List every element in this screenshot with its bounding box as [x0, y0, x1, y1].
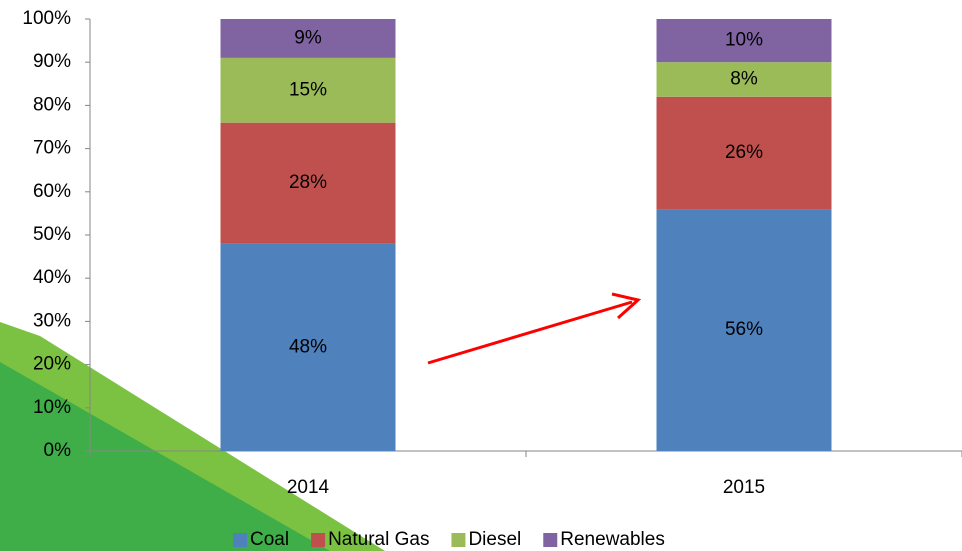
arrow-line [428, 302, 632, 363]
legend-label: Coal [250, 529, 289, 550]
legend-swatch [543, 533, 557, 547]
y-tick-label: 20% [33, 354, 71, 375]
data-label: 26% [725, 142, 763, 163]
y-tick-label: 70% [33, 138, 71, 159]
y-tick-label: 0% [44, 440, 72, 461]
data-label: 8% [730, 68, 758, 89]
data-label: 15% [289, 79, 327, 100]
legend-label: Diesel [468, 529, 521, 550]
y-tick-label: 60% [33, 181, 71, 202]
chart: 0% 10% 20% 30% 40% 50% 60% 70% 80% 90% 100% 2014 48%… [0, 0, 962, 551]
y-tick-label: 40% [33, 267, 71, 288]
x-tick-label: 2014 [287, 477, 330, 498]
legend-label: Renewables [560, 529, 665, 550]
y-tick-label: 10% [33, 397, 71, 418]
legend-swatch [311, 533, 325, 547]
y-tick-label: 90% [33, 51, 71, 72]
y-tick-label: 50% [33, 224, 71, 245]
y-tick-label: 30% [33, 310, 71, 331]
arrow [428, 294, 638, 363]
data-label: 48% [289, 336, 327, 357]
y-tick-label: 100% [22, 8, 71, 29]
data-label: 9% [294, 27, 322, 48]
legend-swatch [233, 533, 247, 547]
legend-swatch [451, 533, 465, 547]
data-label: 56% [725, 319, 763, 340]
data-label: 28% [289, 172, 327, 193]
y-tick-label: 80% [33, 94, 71, 115]
legend-label: Natural Gas [328, 529, 429, 550]
x-tick-label: 2015 [723, 477, 765, 498]
data-label: 10% [725, 30, 763, 51]
